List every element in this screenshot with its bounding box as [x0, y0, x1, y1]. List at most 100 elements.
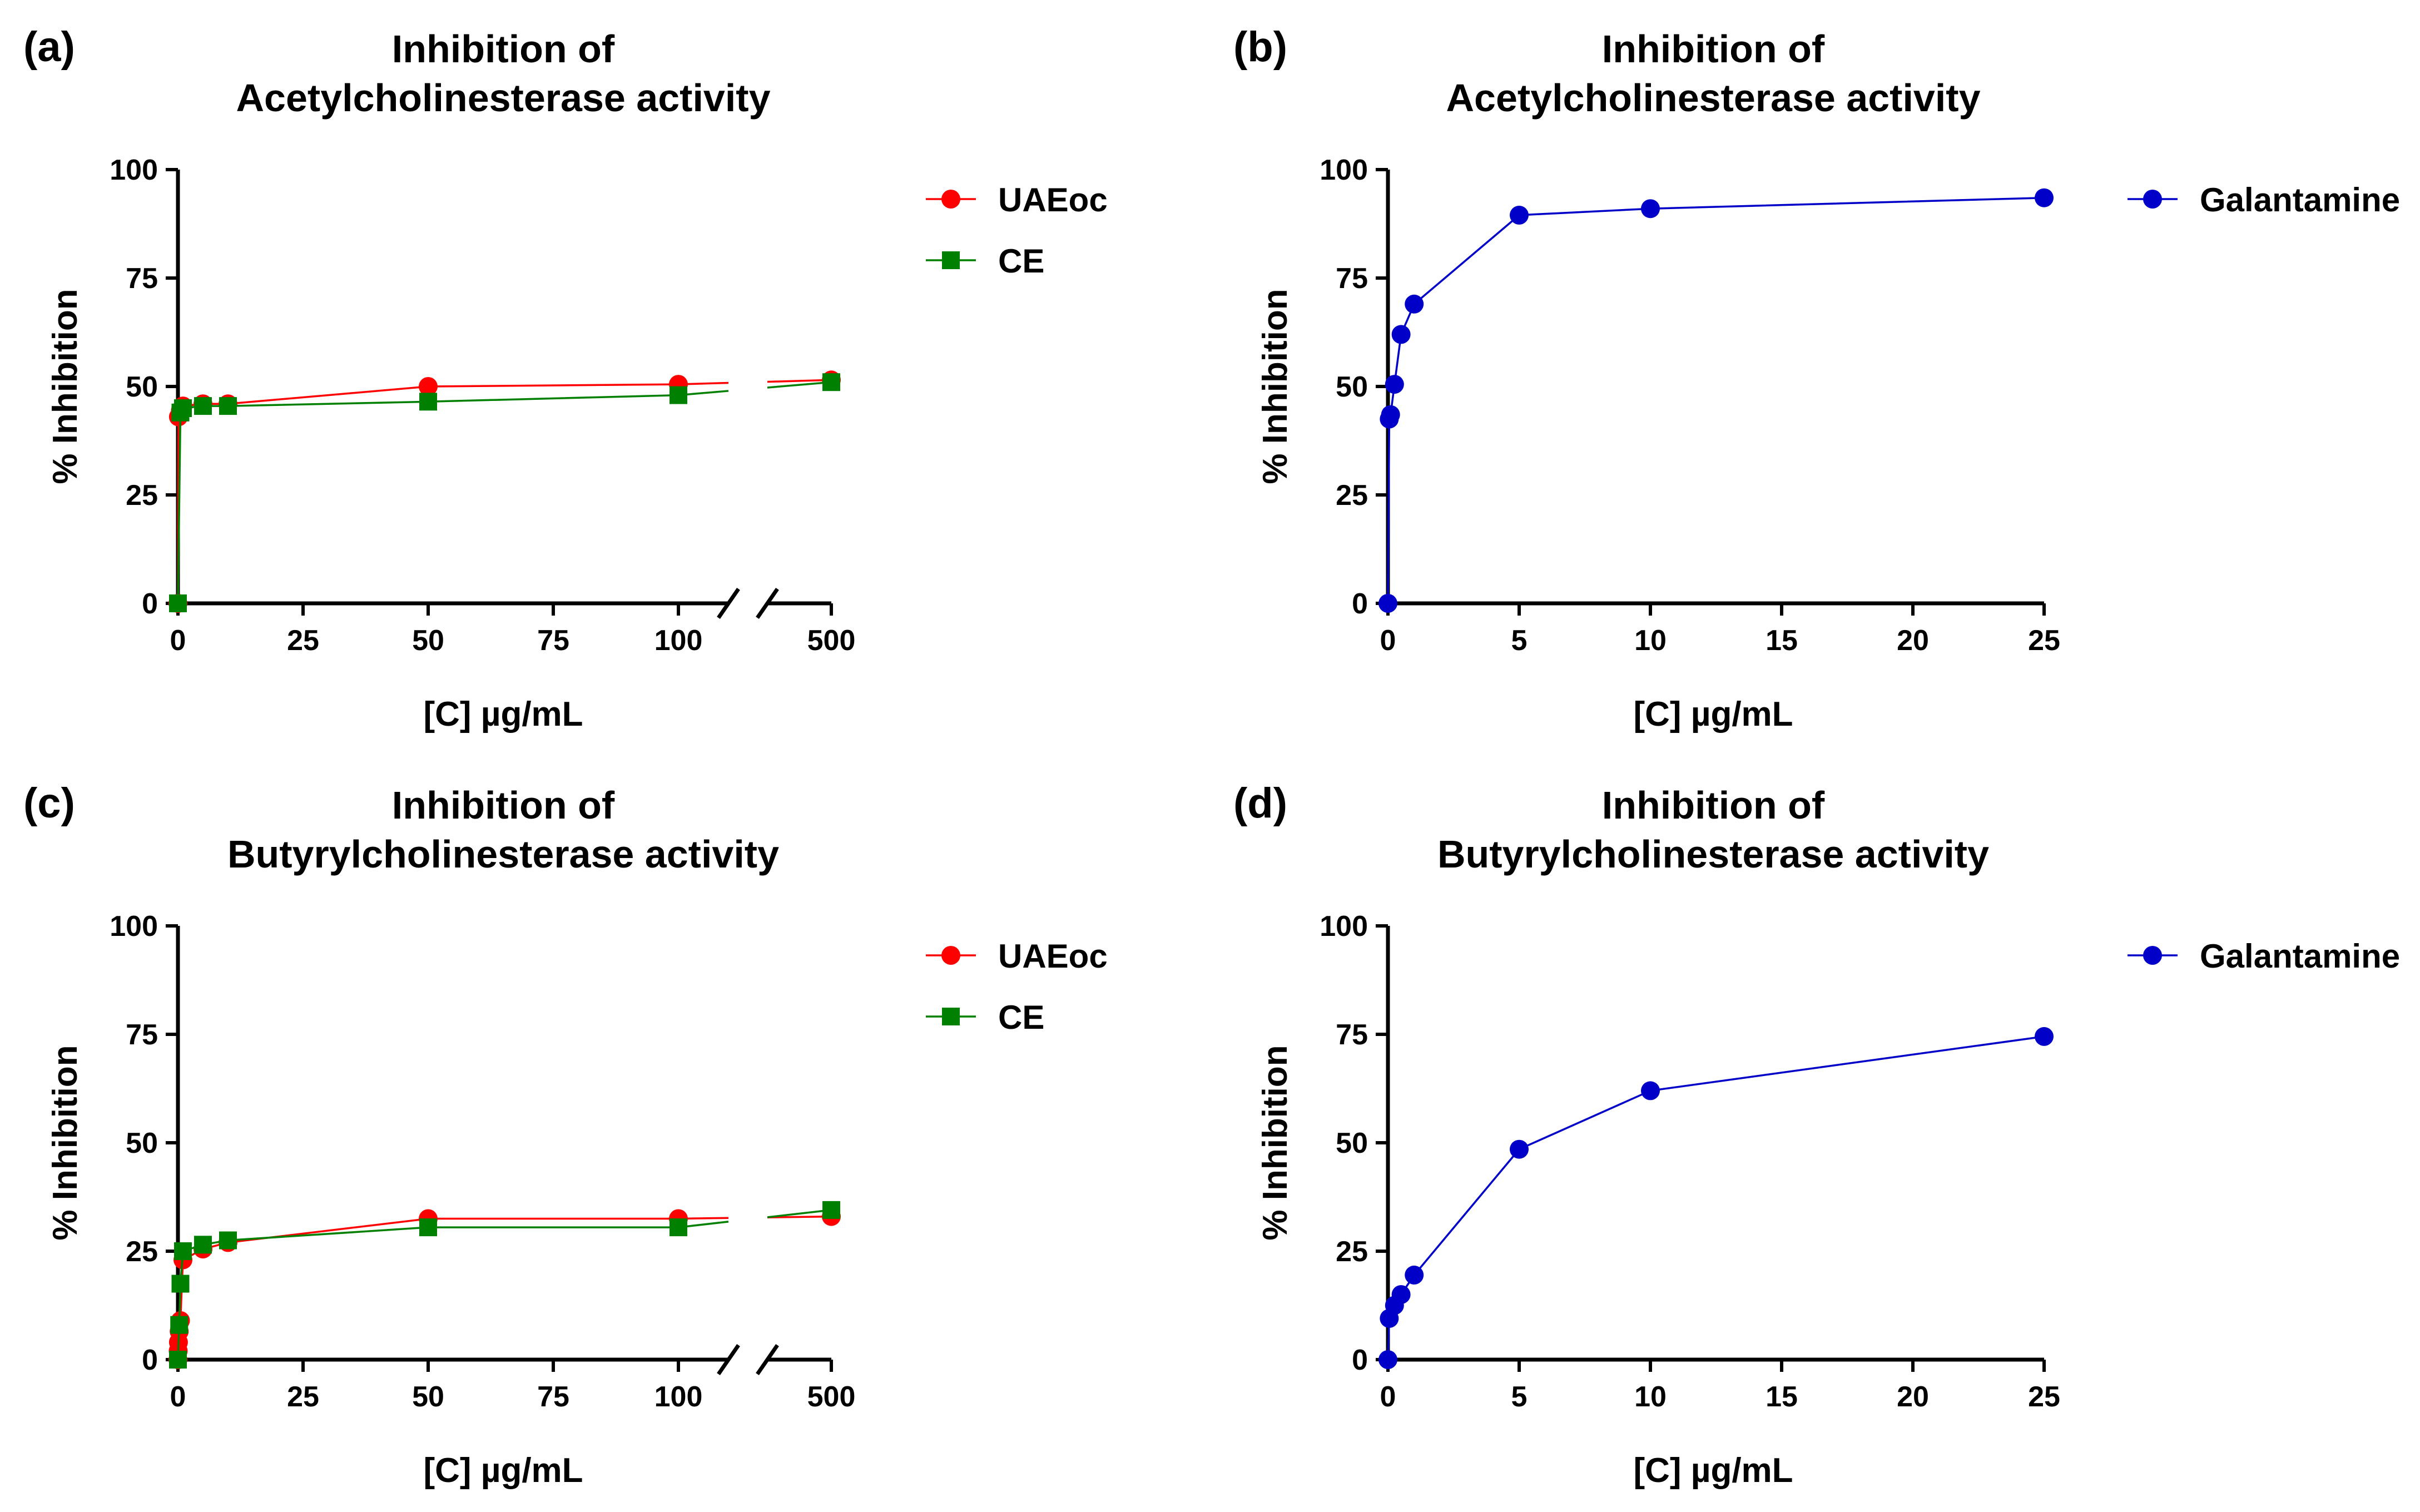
- legend-label: CE: [998, 242, 1044, 280]
- x-axis-label: [C] µg/mL: [1633, 695, 1793, 733]
- x-tick-label: 0: [170, 1381, 186, 1413]
- y-tick-label: 0: [1352, 1344, 1368, 1376]
- chart-b: (b) Inhibition of Acetylcholinesterase act…: [1233, 23, 2400, 733]
- data-point-galantamine: [2035, 1027, 2054, 1046]
- data-point-uaeoc: [419, 377, 438, 396]
- data-point-galantamine: [1510, 1139, 1529, 1159]
- axis-break-mark: [756, 1344, 779, 1375]
- legend-marker: [942, 251, 960, 269]
- x-tick-label: 25: [2028, 1381, 2060, 1413]
- y-axis-label: % Inhibition: [46, 1045, 85, 1240]
- y-tick-label: 75: [126, 262, 158, 295]
- x-tick-label: 10: [1634, 1381, 1667, 1413]
- y-tick-label: 50: [126, 1127, 158, 1159]
- series-line-ce: [177, 390, 729, 604]
- y-tick-label: 25: [126, 1236, 158, 1268]
- legend-marker: [941, 190, 960, 209]
- series-line-galantamine: [1387, 196, 2045, 604]
- series-line-ce: [177, 1221, 729, 1360]
- y-tick-label: 100: [110, 154, 158, 186]
- x-tick-label: 25: [287, 624, 319, 657]
- axis-break-mark: [717, 1344, 740, 1375]
- x-tick-label: 25: [287, 1381, 319, 1413]
- x-tick-label: 500: [807, 1381, 856, 1413]
- chart-title-line: Inhibition of: [1602, 784, 1825, 827]
- series-line-uaeoc-after-break: [767, 379, 832, 383]
- legend-marker: [2143, 946, 2162, 965]
- data-point-galantamine: [1641, 1081, 1660, 1100]
- legend-label: UAEoc: [998, 938, 1108, 975]
- chart-title-line: Butyrylcholinesterase activity: [1437, 832, 1989, 876]
- panel-d: (d) Inhibition of Butyrylcholinesterase ac…: [1210, 756, 2420, 1512]
- y-tick-label: 75: [126, 1019, 158, 1051]
- y-tick-label: 75: [1336, 262, 1368, 295]
- x-axis-label: [C] µg/mL: [423, 695, 583, 733]
- legend-label: Galantamine: [2200, 938, 2400, 975]
- x-tick-label: 75: [537, 624, 569, 657]
- panel-label: (b): [1233, 23, 1287, 71]
- x-tick-label: 50: [412, 1381, 444, 1413]
- data-point-galantamine: [2035, 188, 2054, 207]
- y-tick-label: 100: [110, 910, 158, 943]
- data-point-galantamine: [1378, 594, 1397, 613]
- x-tick-label: 15: [1766, 1381, 1798, 1413]
- legend-label: Galantamine: [2200, 181, 2400, 219]
- chart-title-line: Acetylcholinesterase activity: [236, 76, 770, 120]
- data-point-galantamine: [1391, 325, 1411, 344]
- x-tick-label: 500: [807, 624, 856, 657]
- y-tick-label: 50: [1336, 371, 1368, 403]
- panel-a: (a) Inhibition of Acetylcholinesterase act…: [0, 0, 1210, 756]
- series-line-ce-after-break: [767, 1209, 832, 1218]
- y-axis-label: % Inhibition: [46, 289, 85, 484]
- y-axis-label: % Inhibition: [1256, 1045, 1295, 1240]
- y-tick-label: 25: [126, 479, 158, 512]
- data-point-ce: [670, 1218, 687, 1237]
- data-point-ce: [194, 397, 212, 415]
- data-point-ce: [171, 1275, 190, 1293]
- x-tick-label: 5: [1511, 1381, 1528, 1413]
- y-tick-label: 75: [1336, 1019, 1368, 1051]
- chart-d: (d) Inhibition of Butyrylcholinesterase ac…: [1233, 780, 2400, 1490]
- x-tick-label: 0: [170, 624, 186, 657]
- data-point-galantamine: [1405, 294, 1424, 314]
- legend-label: CE: [998, 999, 1044, 1036]
- axis-break-mark: [756, 588, 779, 619]
- panel-c: (c) Inhibition of Butyrylcholinesterase ac…: [0, 756, 1210, 1512]
- series-line-ce-after-break: [767, 381, 832, 389]
- chart-title-line: Acetylcholinesterase activity: [1446, 76, 1980, 120]
- chart-title-line: Inhibition of: [392, 27, 615, 71]
- y-tick-label: 25: [1336, 1236, 1368, 1268]
- data-point-ce: [822, 373, 840, 391]
- chart-a: (a) Inhibition of Acetylcholinesterase act…: [23, 23, 1108, 733]
- data-point-galantamine: [1381, 405, 1400, 424]
- data-point-galantamine: [1385, 375, 1404, 394]
- data-point-ce: [169, 594, 187, 612]
- x-axis-label: [C] µg/mL: [1633, 1451, 1793, 1490]
- data-point-galantamine: [1405, 1265, 1424, 1285]
- chart-title-line: Inhibition of: [1602, 27, 1825, 71]
- x-tick-label: 10: [1634, 624, 1667, 657]
- x-tick-label: 5: [1511, 624, 1528, 657]
- x-tick-label: 100: [654, 624, 703, 657]
- data-point-ce: [219, 1231, 237, 1250]
- data-point-ce: [219, 397, 237, 415]
- series-line-galantamine: [1387, 1035, 2045, 1360]
- legend-marker: [2143, 190, 2162, 209]
- data-point-galantamine: [1378, 1350, 1397, 1369]
- chart-c: (c) Inhibition of Butyrylcholinesterase ac…: [23, 780, 1108, 1490]
- data-point-ce: [170, 1316, 189, 1334]
- x-tick-label: 20: [1897, 1381, 1929, 1413]
- y-tick-label: 50: [1336, 1127, 1368, 1159]
- legend-marker: [942, 1008, 960, 1025]
- x-axis-label: [C] µg/mL: [423, 1451, 583, 1490]
- data-point-ce: [169, 1351, 187, 1369]
- axis-break-mark: [717, 588, 740, 619]
- y-tick-label: 0: [1352, 588, 1368, 620]
- x-tick-label: 0: [1380, 624, 1396, 657]
- x-tick-label: 50: [412, 624, 444, 657]
- data-point-ce: [670, 386, 687, 404]
- data-point-ce: [822, 1201, 840, 1219]
- data-point-ce: [419, 1218, 437, 1237]
- x-tick-label: 0: [1380, 1381, 1396, 1413]
- panel-label: (c): [23, 780, 75, 827]
